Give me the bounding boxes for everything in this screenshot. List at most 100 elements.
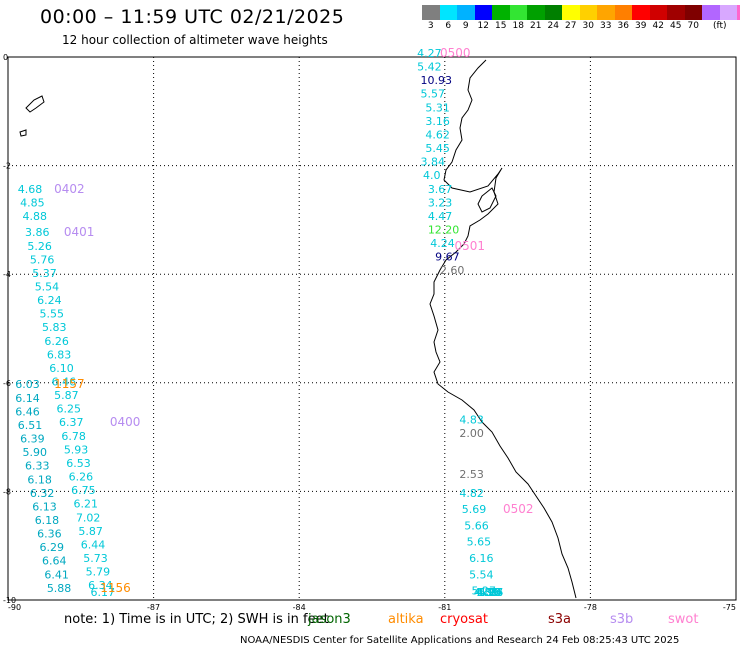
legend-label: 42	[652, 21, 664, 31]
legend-swatch-16	[702, 5, 720, 20]
wave-height-value: 6.29	[40, 541, 64, 554]
legend-swatch-6	[527, 5, 545, 20]
wave-height-value: 5.26	[27, 240, 52, 253]
wave-height-value: 6.34	[88, 579, 113, 592]
wave-height-value: 6.37	[59, 416, 84, 429]
wave-height-value: 6.13	[32, 500, 57, 513]
legend-swatch-13	[649, 5, 667, 20]
wave-height-value: 2.60	[440, 264, 465, 277]
wave-height-value: 6.51	[18, 419, 42, 432]
wave-height-value: 6.64	[42, 555, 66, 568]
y-tick-label: -4	[3, 270, 11, 279]
wave-height-value: 6.03	[15, 378, 40, 391]
color-scale-labels: 3 6 9 12 15 18 21 24 27 30 33 36 39 42 45 70	[422, 21, 702, 31]
x-tick-label: -87	[147, 603, 160, 612]
wave-height-value: 3.84	[421, 156, 446, 169]
legend-swatch-5	[509, 5, 527, 20]
y-tick-label: -8	[3, 487, 11, 496]
wave-height-value: 6.16	[469, 552, 494, 565]
wave-height-value: 5.79	[86, 566, 111, 579]
wave-height-value: 6.18	[35, 514, 60, 527]
legend-swatch-1	[439, 5, 457, 20]
legend-swatch-3	[474, 5, 492, 20]
wave-height-value: 4.89	[474, 586, 499, 599]
south-america-coastline	[429, 59, 577, 599]
wave-height-value: 5.65	[467, 536, 492, 549]
wave-height-value: 5.88	[47, 582, 72, 595]
y-tick-label: 0	[3, 53, 8, 62]
wave-height-value: 5.83	[42, 321, 66, 334]
wave-height-value: 4.68	[18, 183, 42, 196]
legend-label: 3	[427, 21, 434, 31]
pass-time-label: 1156	[100, 581, 131, 595]
pass-time-labels: 0500 0402 0401 0501 1157 0400 0502 1156	[54, 46, 533, 595]
legend-label: 36	[617, 21, 629, 31]
legend-label: 9	[462, 21, 469, 31]
legend-label: 15	[495, 21, 507, 31]
wave-height-value: 6.39	[20, 433, 44, 446]
legend-unit: (ft)	[713, 21, 727, 31]
wave-height-value: 6.21	[74, 498, 99, 511]
axis-tick-labels: -90 -87 -84 -81 -78 -75 0 -2 -4 -6 -8 -10	[3, 53, 736, 612]
wave-height-value: 5.69	[462, 503, 487, 516]
x-tick-label: -90	[8, 603, 21, 612]
pass-time-label: 1157	[54, 377, 85, 391]
wave-height-value: 6.46	[15, 405, 40, 418]
wave-height-value: 6.83	[47, 348, 72, 361]
altimeter-observations: 4.275.4210.935.575.313.164.625.453.844.0…	[15, 47, 503, 599]
chart-subtitle: 12 hour collection of altimeter wave hei…	[62, 33, 328, 47]
wave-height-value: 9.67	[435, 251, 460, 264]
legend-swatch-2	[457, 5, 475, 20]
legend-label: 6	[445, 21, 452, 31]
wave-height-value: 5.57	[421, 88, 446, 101]
legend-swatch-17	[719, 5, 737, 20]
wave-height-value: 6.44	[81, 538, 106, 551]
wave-height-value: 5.10	[476, 586, 501, 599]
legend-swatch-15	[684, 5, 702, 20]
x-tick-label: -75	[723, 603, 736, 612]
pass-time-label: 0501	[455, 239, 486, 253]
wave-height-value: 6.75	[71, 484, 96, 497]
satellite-label-jason3: jason3	[308, 612, 351, 627]
wave-height-value: 5.66	[464, 519, 489, 532]
legend-swatch-7	[544, 5, 562, 20]
y-tick-label: -10	[3, 596, 16, 605]
wave-height-value: 6.26	[44, 335, 69, 348]
wave-height-value: 3.67	[428, 183, 453, 196]
legend-swatch-14	[667, 5, 685, 20]
wave-height-value: 5.73	[83, 552, 108, 565]
wave-height-value: 6.41	[44, 568, 69, 581]
credit-line: NOAA/NESDIS Center for Satellite Applica…	[240, 635, 680, 646]
wave-height-value: 6.33	[25, 460, 49, 473]
chart-title: 00:00 – 11:59 UTC 02/21/2025	[40, 6, 345, 28]
galapagos-island-small	[19, 129, 27, 137]
wave-height-value: 10.93	[421, 74, 453, 87]
y-tick-label: -2	[3, 162, 11, 171]
wave-height-value: 4.85	[20, 196, 44, 209]
pass-time-label: 0400	[110, 415, 141, 429]
wave-height-value: 3.16	[425, 115, 450, 128]
wave-height-value: 4.0	[423, 169, 441, 182]
wave-height-value: 4.62	[425, 128, 450, 141]
satellite-label-altika: altika	[388, 612, 424, 627]
satellite-label-s3a: s3a	[548, 612, 572, 627]
wave-height-value: 4.24	[430, 237, 455, 250]
wave-height-value: 2.53	[459, 468, 484, 481]
wave-height-value: 5.90	[23, 446, 47, 459]
wave-height-value: 4.47	[428, 210, 453, 223]
legend-label: 33	[600, 21, 612, 31]
legend-label: 30	[582, 21, 594, 31]
wave-height-value: 6.17	[91, 586, 116, 599]
wave-height-value: 4.36	[474, 586, 499, 599]
x-tick-label: -84	[293, 603, 306, 612]
legend-swatch-12	[632, 5, 650, 20]
pass-time-label: 0402	[54, 182, 85, 196]
wave-height-value: 4.88	[23, 210, 47, 223]
x-tick-label: -78	[584, 603, 597, 612]
legend-label: 24	[547, 21, 559, 31]
wave-height-value: 5.76	[479, 586, 504, 599]
wave-height-value: 6.18	[27, 473, 52, 486]
wave-height-value: 6.32	[30, 487, 55, 500]
wave-height-value: 5.54	[469, 568, 494, 581]
wave-height-value: 4.82	[459, 487, 484, 500]
